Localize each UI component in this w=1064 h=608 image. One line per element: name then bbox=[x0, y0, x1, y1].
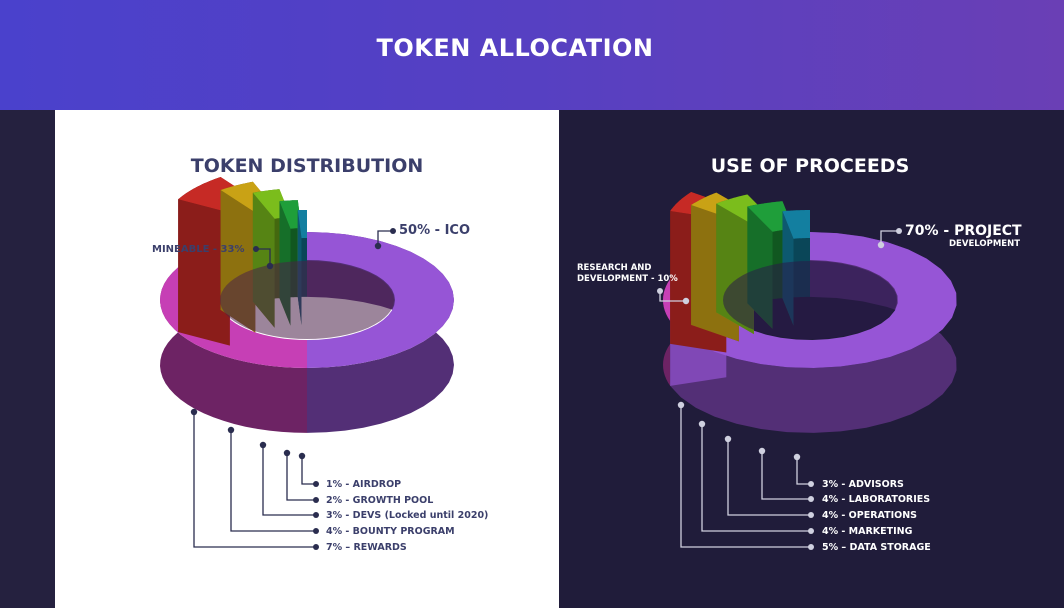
leader-dot bbox=[877, 241, 885, 249]
leader-end-dot bbox=[313, 497, 319, 503]
label-1-5: 4% - LABORATORIES bbox=[758, 447, 930, 505]
donut-hole bbox=[220, 261, 394, 339]
slice-label: 3% - ADVISORS bbox=[822, 479, 904, 490]
leader-line bbox=[262, 445, 316, 516]
leader-end-dot bbox=[808, 544, 814, 550]
leader-end-dot bbox=[313, 528, 319, 534]
leader-end-dot bbox=[808, 481, 814, 487]
leader-dot bbox=[374, 242, 382, 250]
leader-dot bbox=[298, 452, 306, 460]
slice-label: 3% - DEVS (Locked until 2020) bbox=[326, 510, 488, 521]
leader-dot bbox=[793, 453, 801, 461]
label-1-2: 5% – DATA STORAGE bbox=[677, 401, 931, 553]
leader-end-dot bbox=[313, 512, 319, 518]
label-1-6: 3% - ADVISORS bbox=[793, 453, 904, 490]
token-distribution-chart: TOKEN DISTRIBUTION bbox=[160, 155, 454, 433]
slice-label: 70% - PROJECT bbox=[905, 223, 1022, 239]
leader-line bbox=[256, 248, 271, 266]
chart-title: TOKEN DISTRIBUTION bbox=[191, 155, 424, 177]
donut-hole bbox=[723, 261, 897, 339]
leader-end-dot bbox=[657, 288, 663, 294]
header-banner: TOKEN ALLOCATION bbox=[0, 0, 1064, 110]
slice-label: MINEABLE - 33% bbox=[152, 244, 245, 255]
leader-line bbox=[761, 451, 811, 500]
slice-label: 2% - GROWTH POOL bbox=[326, 495, 433, 506]
slice-top-face bbox=[307, 232, 454, 368]
slice-top-face bbox=[670, 232, 957, 368]
slice-top-face bbox=[297, 210, 307, 239]
leader-dot bbox=[758, 447, 766, 455]
leader-line bbox=[796, 457, 811, 485]
label-0-4: 3% - DEVS (Locked until 2020) bbox=[259, 441, 488, 521]
leader-dot bbox=[266, 262, 274, 270]
chart-title: USE OF PROCEEDS bbox=[711, 155, 910, 177]
leader-line bbox=[230, 430, 316, 532]
leader-dot bbox=[190, 408, 198, 416]
slice-label: 4% - BOUNTY PROGRAM bbox=[326, 526, 455, 537]
label-0-3: 4% - BOUNTY PROGRAM bbox=[227, 426, 455, 537]
label-0-5: 2% - GROWTH POOL bbox=[283, 449, 433, 506]
leader-end-dot bbox=[808, 496, 814, 502]
label-0-6: 1% - AIRDROP bbox=[298, 452, 401, 490]
leader-line bbox=[659, 291, 686, 302]
slice-outer-wall bbox=[160, 267, 307, 433]
leader-dot bbox=[227, 426, 235, 434]
label-0-0: 50% - ICO bbox=[374, 223, 470, 250]
leader-line bbox=[727, 439, 811, 516]
leader-end-dot bbox=[896, 228, 902, 234]
slice-label: 50% - ICO bbox=[399, 223, 470, 238]
leader-line bbox=[377, 230, 393, 246]
use-of-proceeds-chart: USE OF PROCEEDS bbox=[663, 155, 957, 433]
leader-dot bbox=[698, 420, 706, 428]
slice-top-face bbox=[279, 200, 302, 229]
slice-label: 5% – DATA STORAGE bbox=[822, 542, 931, 553]
leader-end-dot bbox=[253, 246, 259, 252]
slice-label: 4% - OPERATIONS bbox=[822, 510, 917, 521]
leader-line bbox=[880, 230, 899, 245]
slice-top-face bbox=[782, 210, 810, 239]
leader-dot bbox=[283, 449, 291, 457]
label-1-3: 4% - MARKETING bbox=[698, 420, 913, 537]
leader-dot bbox=[724, 435, 732, 443]
leader-end-dot bbox=[808, 512, 814, 518]
page-title: TOKEN ALLOCATION bbox=[376, 34, 654, 62]
leader-end-dot bbox=[808, 528, 814, 534]
leader-line bbox=[301, 456, 316, 485]
leader-line bbox=[193, 412, 316, 548]
slice-label: RESEARCH AND bbox=[577, 263, 651, 273]
leader-dot bbox=[259, 441, 267, 449]
leader-end-dot bbox=[313, 544, 319, 550]
slice-label: 1% - AIRDROP bbox=[326, 479, 401, 490]
leader-end-dot bbox=[390, 228, 396, 234]
leader-dot bbox=[677, 401, 685, 409]
slice-label: 4% - MARKETING bbox=[822, 526, 913, 537]
leader-end-dot bbox=[313, 481, 319, 487]
leader-line bbox=[701, 424, 811, 532]
slice-label: 7% – REWARDS bbox=[326, 542, 407, 553]
label-0-2: 7% – REWARDS bbox=[190, 408, 407, 553]
leader-dot bbox=[682, 297, 690, 305]
leader-line bbox=[286, 453, 316, 501]
slice-sublabel: DEVELOPMENT - 10% bbox=[577, 274, 678, 284]
slice-side-face bbox=[178, 199, 230, 346]
label-1-4: 4% - OPERATIONS bbox=[724, 435, 917, 521]
label-0-1: MINEABLE - 33% bbox=[152, 244, 274, 270]
leader-line bbox=[680, 405, 811, 548]
slice-label: 4% - LABORATORIES bbox=[822, 494, 930, 505]
slice-top-face bbox=[747, 201, 794, 232]
slice-sublabel: DEVELOPMENT bbox=[949, 239, 1020, 249]
